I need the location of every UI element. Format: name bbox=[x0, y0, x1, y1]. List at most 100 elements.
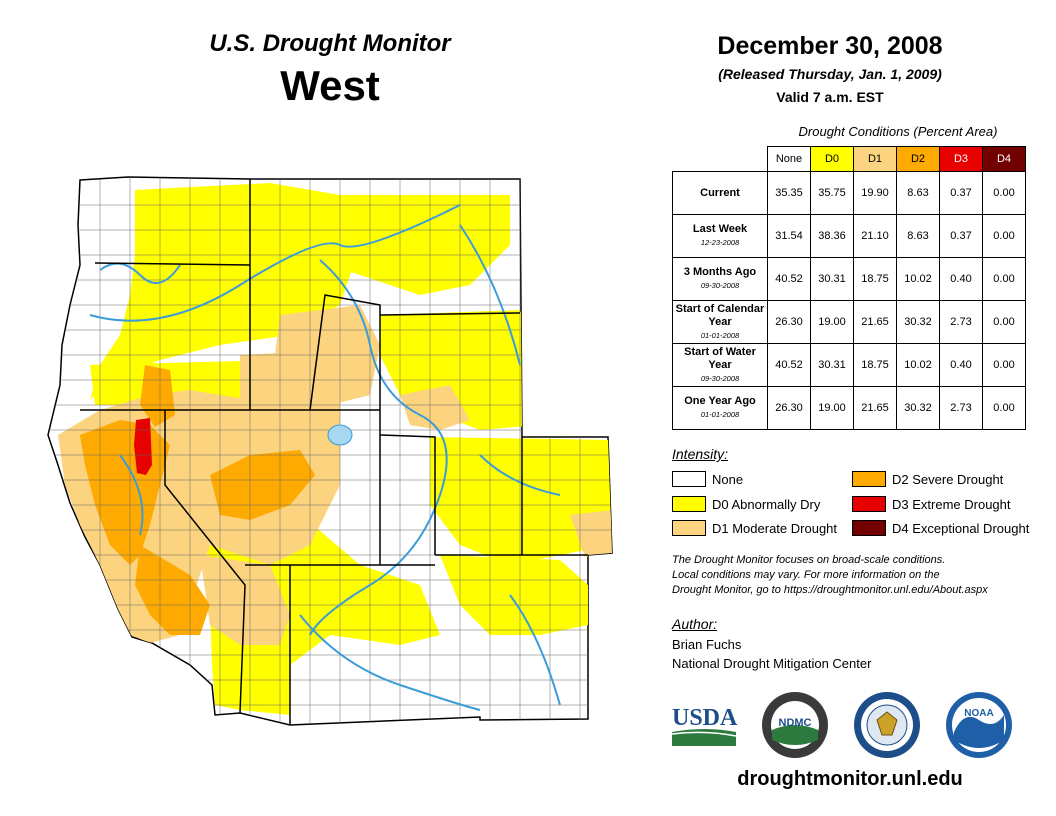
table-cell: 8.63 bbox=[896, 171, 940, 215]
legend-label: D3 Extreme Drought bbox=[892, 496, 1011, 512]
table-cell: 18.75 bbox=[853, 257, 897, 301]
legend-label: D0 Abnormally Dry bbox=[712, 496, 821, 512]
table-cell: 30.31 bbox=[810, 343, 854, 387]
row-label: Last Week 12-23-2008 bbox=[672, 214, 768, 258]
great-salt-lake bbox=[327, 424, 353, 446]
author-organization: National Drought Mitigation Center bbox=[672, 656, 872, 671]
product-title: U.S. Drought Monitor bbox=[209, 30, 451, 57]
row-label: 3 Months Ago 09-30-2008 bbox=[672, 257, 768, 301]
table-cell: 10.02 bbox=[896, 257, 940, 301]
table-cell: 0.40 bbox=[939, 257, 983, 301]
col-d1: D1 bbox=[853, 146, 897, 172]
col-none: None bbox=[767, 146, 811, 172]
note-line: Local conditions may vary. For more info… bbox=[672, 569, 940, 581]
conditions-title: Drought Conditions (Percent Area) bbox=[798, 124, 998, 139]
rivers bbox=[89, 204, 561, 711]
legend-item-d4: D4 Exceptional Drought bbox=[852, 519, 1029, 537]
legend-swatch bbox=[852, 520, 886, 536]
legend-swatch bbox=[852, 471, 886, 487]
table-row: One Year Ago 01-01-2008 26.30 19.00 21.65… bbox=[672, 386, 1026, 430]
legend-swatch bbox=[852, 496, 886, 512]
table-cell: 0.00 bbox=[982, 257, 1026, 301]
row-label-text: Start of Water Year bbox=[684, 345, 756, 371]
disclaimer-note: The Drought Monitor focuses on broad-sca… bbox=[672, 553, 1042, 598]
col-d2: D2 bbox=[896, 146, 940, 172]
table-cell: 26.30 bbox=[767, 386, 811, 430]
table-header-blank bbox=[673, 147, 768, 172]
row-label-text: Last Week bbox=[692, 223, 748, 235]
table-cell: 10.02 bbox=[896, 343, 940, 387]
note-line: Drought Monitor, go to https://droughtmo… bbox=[672, 584, 988, 596]
author-name: Brian Fuchs bbox=[672, 637, 742, 652]
row-label-text: One Year Ago bbox=[684, 395, 756, 407]
table-cell: 38.36 bbox=[810, 214, 854, 258]
valid-time: Valid 7 a.m. EST bbox=[776, 89, 884, 105]
col-d0: D0 bbox=[810, 146, 854, 172]
row-date: 01-01-2008 bbox=[700, 410, 740, 419]
table-cell: 21.65 bbox=[853, 386, 897, 430]
legend-swatch bbox=[672, 520, 706, 536]
drought-conditions-table: None D0 D1 D2 D3 D4 Current 35.35 35.75 … bbox=[672, 146, 1026, 430]
row-date: 12-23-2008 bbox=[700, 238, 740, 247]
table-row: Current 35.35 35.75 19.90 8.63 0.37 0.00 bbox=[672, 171, 1026, 215]
usda-logo: USDA bbox=[671, 705, 738, 746]
row-label: Start of Calendar Year 01-01-2008 bbox=[672, 300, 768, 344]
table-cell: 19.00 bbox=[810, 300, 854, 344]
table-cell: 0.00 bbox=[982, 300, 1026, 344]
map-date: December 30, 2008 bbox=[717, 32, 943, 60]
table-cell: 0.00 bbox=[982, 214, 1026, 258]
table-cell: 35.75 bbox=[810, 171, 854, 215]
table-cell: 30.31 bbox=[810, 257, 854, 301]
usda-logo-text: USDA bbox=[672, 705, 738, 731]
state-borders bbox=[80, 179, 588, 725]
drought-map bbox=[47, 176, 613, 726]
table-row: Last Week 12-23-2008 31.54 38.36 21.10 8.… bbox=[672, 214, 1026, 258]
legend-swatch bbox=[672, 496, 706, 512]
row-date: 01-01-2008 bbox=[700, 330, 740, 340]
noaa-logo: NOAA bbox=[946, 692, 1012, 758]
table-cell: 0.00 bbox=[982, 386, 1026, 430]
table-cell: 19.90 bbox=[853, 171, 897, 215]
legend-label: D4 Exceptional Drought bbox=[892, 520, 1030, 536]
table-cell: 0.40 bbox=[939, 343, 983, 387]
col-d4: D4 bbox=[982, 146, 1026, 172]
legend-item-d1: D1 Moderate Drought bbox=[672, 519, 837, 537]
website-url[interactable]: droughtmonitor.unl.edu bbox=[737, 768, 963, 790]
table-cell: 35.35 bbox=[767, 171, 811, 215]
table-row: Start of Calendar Year 01-01-2008 26.30 1… bbox=[672, 300, 1026, 344]
intensity-legend-title: Intensity: bbox=[672, 446, 729, 462]
noaa-logo-text: NOAA bbox=[964, 708, 993, 719]
legend-label: None bbox=[712, 471, 744, 487]
table-cell: 40.52 bbox=[767, 257, 811, 301]
table-cell: 31.54 bbox=[767, 214, 811, 258]
table-cell: 19.00 bbox=[810, 386, 854, 430]
row-label-text: 3 Months Ago bbox=[683, 266, 757, 278]
table-cell: 8.63 bbox=[896, 214, 940, 258]
d3-area bbox=[134, 418, 152, 475]
row-label-text: Current bbox=[700, 186, 740, 199]
region-title: West bbox=[280, 62, 380, 109]
row-label: Start of Water Year 09-30-2008 bbox=[672, 343, 768, 387]
legend-label: D2 Severe Drought bbox=[892, 471, 1004, 487]
table-cell: 21.65 bbox=[853, 300, 897, 344]
row-label: Current bbox=[672, 171, 768, 215]
row-date: 09-30-2008 bbox=[700, 373, 740, 383]
legend-swatch bbox=[672, 471, 706, 487]
ndmc-logo: NDMC bbox=[762, 692, 828, 758]
table-cell: 0.00 bbox=[982, 171, 1026, 215]
commerce-seal bbox=[854, 692, 920, 758]
ndmc-logo-text: NDMC bbox=[779, 717, 812, 729]
table-cell: 26.30 bbox=[767, 300, 811, 344]
row-date: 09-30-2008 bbox=[700, 281, 740, 290]
legend-item-none: None bbox=[672, 470, 743, 488]
table-cell: 18.75 bbox=[853, 343, 897, 387]
author-label: Author: bbox=[672, 616, 718, 632]
table-header-row: None D0 D1 D2 D3 D4 bbox=[673, 146, 1026, 172]
release-date: (Released Thursday, Jan. 1, 2009) bbox=[718, 66, 942, 82]
county-lines bbox=[48, 177, 612, 725]
col-d3: D3 bbox=[939, 146, 983, 172]
legend-label: D1 Moderate Drought bbox=[712, 520, 838, 536]
table-cell: 30.32 bbox=[896, 386, 940, 430]
note-line: The Drought Monitor focuses on broad-sca… bbox=[672, 554, 946, 566]
table-cell: 21.10 bbox=[853, 214, 897, 258]
